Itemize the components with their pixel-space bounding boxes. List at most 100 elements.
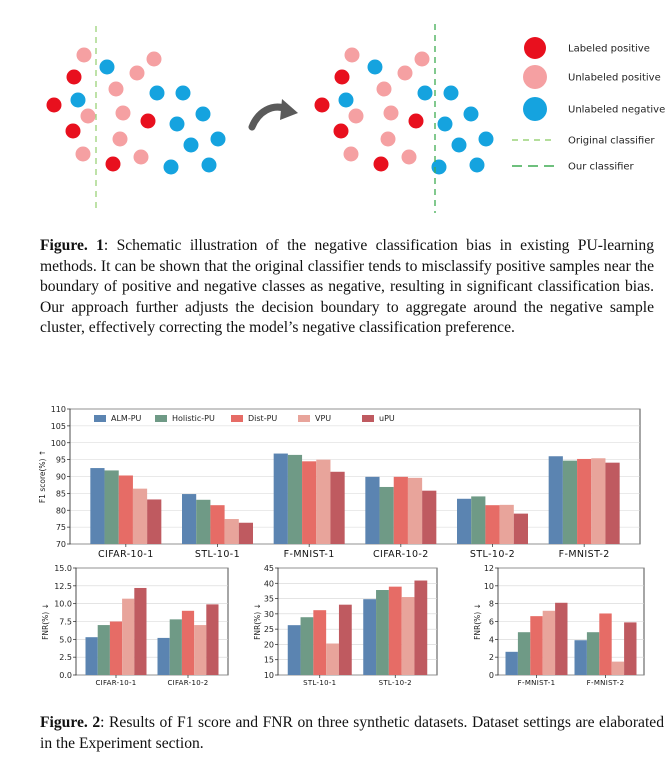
x-tick-label: STL-10-2 (470, 549, 515, 560)
bar (338, 604, 352, 675)
scatter-point (175, 85, 191, 101)
scatter-point (76, 47, 92, 63)
scatter-point (201, 157, 217, 173)
scatter-point (463, 106, 479, 122)
scatter-point (140, 113, 156, 129)
bar (181, 610, 195, 675)
bar (414, 580, 428, 675)
scatter-point (401, 149, 417, 165)
legend-swatch (298, 415, 310, 422)
legend-swatch (155, 415, 167, 422)
y-axis-label: FNR(%) ↓ (253, 603, 262, 640)
scatter-point (105, 156, 121, 172)
scatter-original (46, 47, 226, 175)
scatter-point (149, 85, 165, 101)
scatter-point (443, 85, 459, 101)
scatter-point (115, 105, 131, 121)
bar (97, 625, 110, 675)
figure1-legend: Labeled positive Unlabeled positive Unlabe… (512, 37, 665, 173)
bar (122, 598, 135, 675)
x-tick-label: CIFAR-10-1 (98, 549, 154, 560)
bar (302, 461, 317, 544)
y-tick-label: 25 (264, 625, 274, 634)
scatter-point (129, 65, 145, 81)
bar (591, 458, 606, 544)
curved-arrow-icon (248, 99, 298, 131)
legend-label: Our classifier (568, 162, 635, 173)
y-tick-label: 4 (489, 635, 494, 644)
bar (485, 505, 500, 544)
y-tick-label: 110 (51, 405, 66, 414)
x-tick-label: CIFAR-10-2 (373, 549, 429, 560)
bar (505, 651, 518, 675)
bar (182, 494, 197, 544)
scatter-point (210, 131, 226, 147)
bar (194, 625, 207, 675)
bar (393, 476, 408, 544)
scatter-point (112, 131, 128, 147)
y-tick-label: 7.5 (59, 618, 72, 627)
bar (407, 477, 423, 544)
scatter-point (46, 97, 62, 113)
f1-score-chart: 70 75 80 85 90 95 100 105 110 F1 score(%) ↑ CIFAR-… (38, 405, 641, 560)
legend-label: ALM-PU (111, 414, 142, 423)
bar (132, 488, 148, 544)
scatter-point (478, 131, 494, 147)
scatter-ours (314, 47, 494, 175)
figure1-caption: Figure. 1: Schematic illustration of the… (40, 236, 654, 339)
x-tick-label: STL-10-1 (303, 679, 336, 687)
bar (542, 610, 556, 675)
y-tick-label: 105 (51, 422, 66, 431)
figure1-caption-label: Figure. 1 (40, 237, 104, 254)
x-tick-label: F-MNIST-1 (284, 549, 335, 560)
y-tick-label: 12.5 (54, 582, 72, 591)
legend-label: VPU (315, 414, 331, 423)
x-tick-label: CIFAR-10-1 (95, 679, 136, 687)
scatter-point (333, 123, 349, 139)
scatter-point (80, 108, 96, 124)
bar (457, 498, 472, 544)
y-tick-label: 75 (56, 523, 66, 532)
scatter-point (380, 131, 396, 147)
bar (388, 586, 402, 675)
scatter-point (183, 137, 199, 153)
y-tick-label: 90 (56, 473, 66, 482)
scatter-point (66, 69, 82, 85)
scatter-point (163, 159, 179, 175)
bar (157, 637, 170, 675)
figure2-caption-text: : Results of F1 score and FNR on three s… (40, 714, 664, 752)
scatter-point (417, 85, 433, 101)
y-tick-label: 10 (484, 582, 494, 591)
bar (422, 490, 437, 544)
bar (287, 625, 301, 675)
bar (316, 459, 331, 544)
scatter-point (195, 106, 211, 122)
bar (611, 661, 625, 675)
legend-label: Dist-PU (248, 414, 277, 423)
bar (562, 460, 578, 544)
scatter-point (437, 116, 453, 132)
bar (330, 471, 345, 544)
legend-label: Labeled positive (568, 44, 650, 55)
bar (548, 456, 563, 544)
figure1-schematic: Labeled positive Unlabeled positive Unlabe… (46, 24, 665, 213)
x-tick-label: F-MNIST-2 (587, 679, 625, 687)
y-tick-label: 100 (51, 439, 66, 448)
bar (90, 468, 105, 544)
scatter-point (99, 59, 115, 75)
scatter-point (397, 65, 413, 81)
bar (287, 454, 303, 544)
y-tick-label: 95 (56, 456, 66, 465)
legend-label: Original classifier (568, 136, 655, 147)
figure1-caption-text: : Schematic illustration of the negative… (40, 237, 655, 336)
legend-marker (523, 97, 547, 121)
x-tick-label: F-MNIST-2 (559, 549, 610, 560)
y-tick-label: 2 (489, 653, 494, 662)
scatter-point (367, 59, 383, 75)
bar (471, 496, 486, 544)
scatter-point (408, 113, 424, 129)
y-tick-label: 70 (56, 540, 66, 549)
scatter-point (75, 146, 91, 162)
scatter-point (65, 123, 81, 139)
